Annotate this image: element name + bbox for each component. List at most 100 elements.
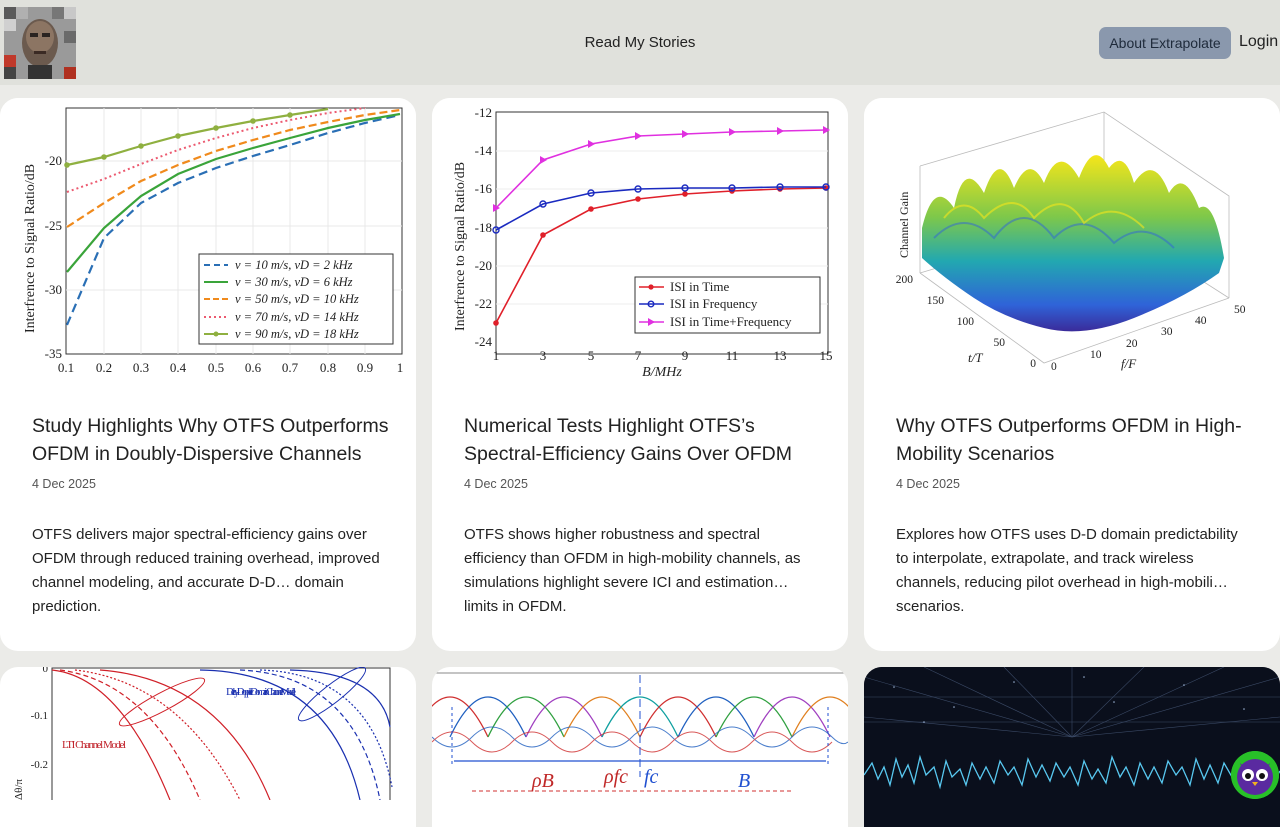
chart-legend (634, 276, 821, 334)
story-card[interactable]: Interfrence to Signal Ratio/dB -20 -25 -… (0, 98, 416, 651)
series-line (66, 107, 366, 193)
series-line (495, 129, 827, 209)
legend-entry: v = 10 m/s, νD = 2 kHz (235, 258, 353, 272)
y-tick: -0.1 (31, 710, 48, 722)
x-tick: 15 (820, 348, 833, 363)
story-card[interactable]: Interfrence to Signal Ratio/dB -12 -14 -… (432, 98, 848, 651)
y-tick: -14 (475, 143, 493, 158)
y-tick: -25 (45, 218, 62, 233)
series-line (66, 107, 329, 167)
dd-channel-label: Delay-Doppler Domain Channel Model (226, 686, 296, 698)
x-tick: 0.9 (357, 360, 373, 375)
card-title[interactable]: Study Highlights Why OTFS Outperforms OF… (32, 415, 389, 465)
series-line (66, 112, 401, 273)
x-tick: 0.8 (320, 360, 336, 375)
site-logo[interactable] (4, 7, 76, 79)
card-date: 4 Dec 2025 (896, 477, 960, 491)
x-tick: 13 (774, 348, 787, 363)
isr-vs-bandwidth-chart: Interfrence to Signal Ratio/dB -12 -14 -… (453, 105, 833, 380)
isr-vs-speed-chart: Interfrence to Signal Ratio/dB -20 -25 -… (23, 107, 404, 375)
y-tick: 0 (43, 667, 49, 675)
card-title[interactable]: Why OTFS Outperforms OFDM in High-Mobili… (896, 415, 1242, 465)
legend-entry: v = 70 m/s, νD = 14 kHz (235, 310, 359, 324)
card-image: Channel Gain 200 150 100 50 0 t/T 0 10 2… (864, 98, 1280, 384)
legend-entry: ISI in Time+Frequency (670, 314, 792, 329)
card-description: OTFS shows higher robustness and spectra… (464, 526, 801, 615)
story-card[interactable]: 0 -0.1 -0.2 Δθ/π LTI Channel Model Delay… (0, 667, 416, 827)
card-date: 4 Dec 2025 (32, 477, 96, 491)
f-tick: 30 (1161, 326, 1173, 338)
legend-entry: v = 90 m/s, νD = 18 kHz (235, 327, 359, 341)
x-tick: 7 (635, 348, 642, 363)
series-line (66, 108, 401, 228)
series-line (65, 113, 401, 326)
y-tick: -20 (475, 258, 492, 273)
x-tick: 1 (397, 360, 404, 375)
chart-legend (198, 253, 394, 345)
x-tick: 0.3 (133, 360, 149, 375)
f-tick: 10 (1090, 349, 1102, 361)
x-tick: 0.6 (245, 360, 262, 375)
f-tick: 50 (1234, 304, 1246, 316)
story-card[interactable]: Channel Gain 200 150 100 50 0 t/T 0 10 2… (864, 98, 1280, 651)
y-tick: -12 (475, 105, 492, 120)
t-tick: 100 (957, 316, 975, 328)
x-tick: 3 (540, 348, 547, 363)
legend-entry: v = 30 m/s, νD = 6 kHz (235, 275, 353, 289)
assistant-owl-avatar[interactable] (1231, 751, 1279, 799)
owl-icon (1231, 751, 1279, 799)
card-image: 0 -0.1 -0.2 Δθ/π LTI Channel Model Delay… (13, 667, 393, 809)
x-tick: 11 (726, 348, 739, 363)
about-extrapolate-button[interactable]: About Extrapolate (1099, 27, 1231, 59)
rho-b-label: ρB (531, 770, 554, 792)
fc-label: fc (644, 766, 659, 788)
t-tick: 50 (994, 337, 1006, 349)
x-tick: 0.1 (58, 360, 74, 375)
y-axis-label: Interfrence to Signal Ratio/dB (453, 162, 468, 331)
y-tick: -22 (475, 296, 492, 311)
card-image (864, 667, 1280, 800)
b-label: B (738, 770, 750, 792)
y-tick: -24 (475, 334, 493, 349)
lti-channel-label: LTI Channel Model (62, 739, 126, 751)
legend-entry: v = 50 m/s, νD = 10 kHz (235, 292, 359, 306)
y-tick: -30 (45, 282, 62, 297)
login-link[interactable]: Login (1239, 33, 1279, 50)
card-image: Interfrence to Signal Ratio/dB -12 -14 -… (432, 98, 848, 384)
card-title[interactable]: Numerical Tests Highlight OTFS’s Spectra… (464, 415, 792, 465)
t-tick: 200 (896, 274, 914, 286)
read-my-stories-link[interactable]: Read My Stories (584, 34, 696, 51)
f-tick: 40 (1195, 315, 1207, 327)
y-tick: -18 (475, 220, 492, 235)
story-card[interactable]: ρB ρfc fc B (432, 667, 848, 827)
x-tick: 0.5 (208, 360, 224, 375)
story-card[interactable] (864, 667, 1280, 827)
nav-center: Read My Stories (0, 34, 1280, 51)
card-date: 4 Dec 2025 (464, 477, 528, 491)
card-description: Explores how OTFS uses D-D domain predic… (896, 526, 1238, 615)
f-axis-label: f/F (1121, 356, 1137, 371)
f-tick: 0 (1051, 361, 1057, 373)
t-tick: 150 (927, 295, 945, 307)
x-tick: 5 (588, 348, 595, 363)
channel-gain-surface-plot: Channel Gain 200 150 100 50 0 t/T 0 10 2… (896, 111, 1246, 373)
y-tick: -0.2 (31, 759, 48, 771)
logo-mosaic-image (4, 7, 76, 79)
series-line (495, 187, 827, 324)
x-axis-label: B/MHz (642, 365, 682, 380)
series-line (495, 186, 826, 231)
x-tick: 0.2 (96, 360, 112, 375)
z-axis-label: Channel Gain (897, 192, 911, 258)
legend-entry: ISI in Time (670, 279, 729, 294)
x-tick: 0.7 (282, 360, 299, 375)
y-tick: -35 (45, 346, 62, 361)
f-tick: 20 (1126, 338, 1138, 350)
x-tick: 1 (493, 348, 500, 363)
rho-fc-label: ρfc (603, 766, 628, 788)
legend-entry: ISI in Frequency (670, 296, 758, 311)
card-image: Interfrence to Signal Ratio/dB -20 -25 -… (0, 98, 416, 384)
y-tick: -16 (475, 181, 493, 196)
surface-mesh (922, 155, 1224, 332)
x-tick: 9 (682, 348, 689, 363)
card-description: OTFS delivers major spectral-efficiency … (32, 526, 380, 615)
